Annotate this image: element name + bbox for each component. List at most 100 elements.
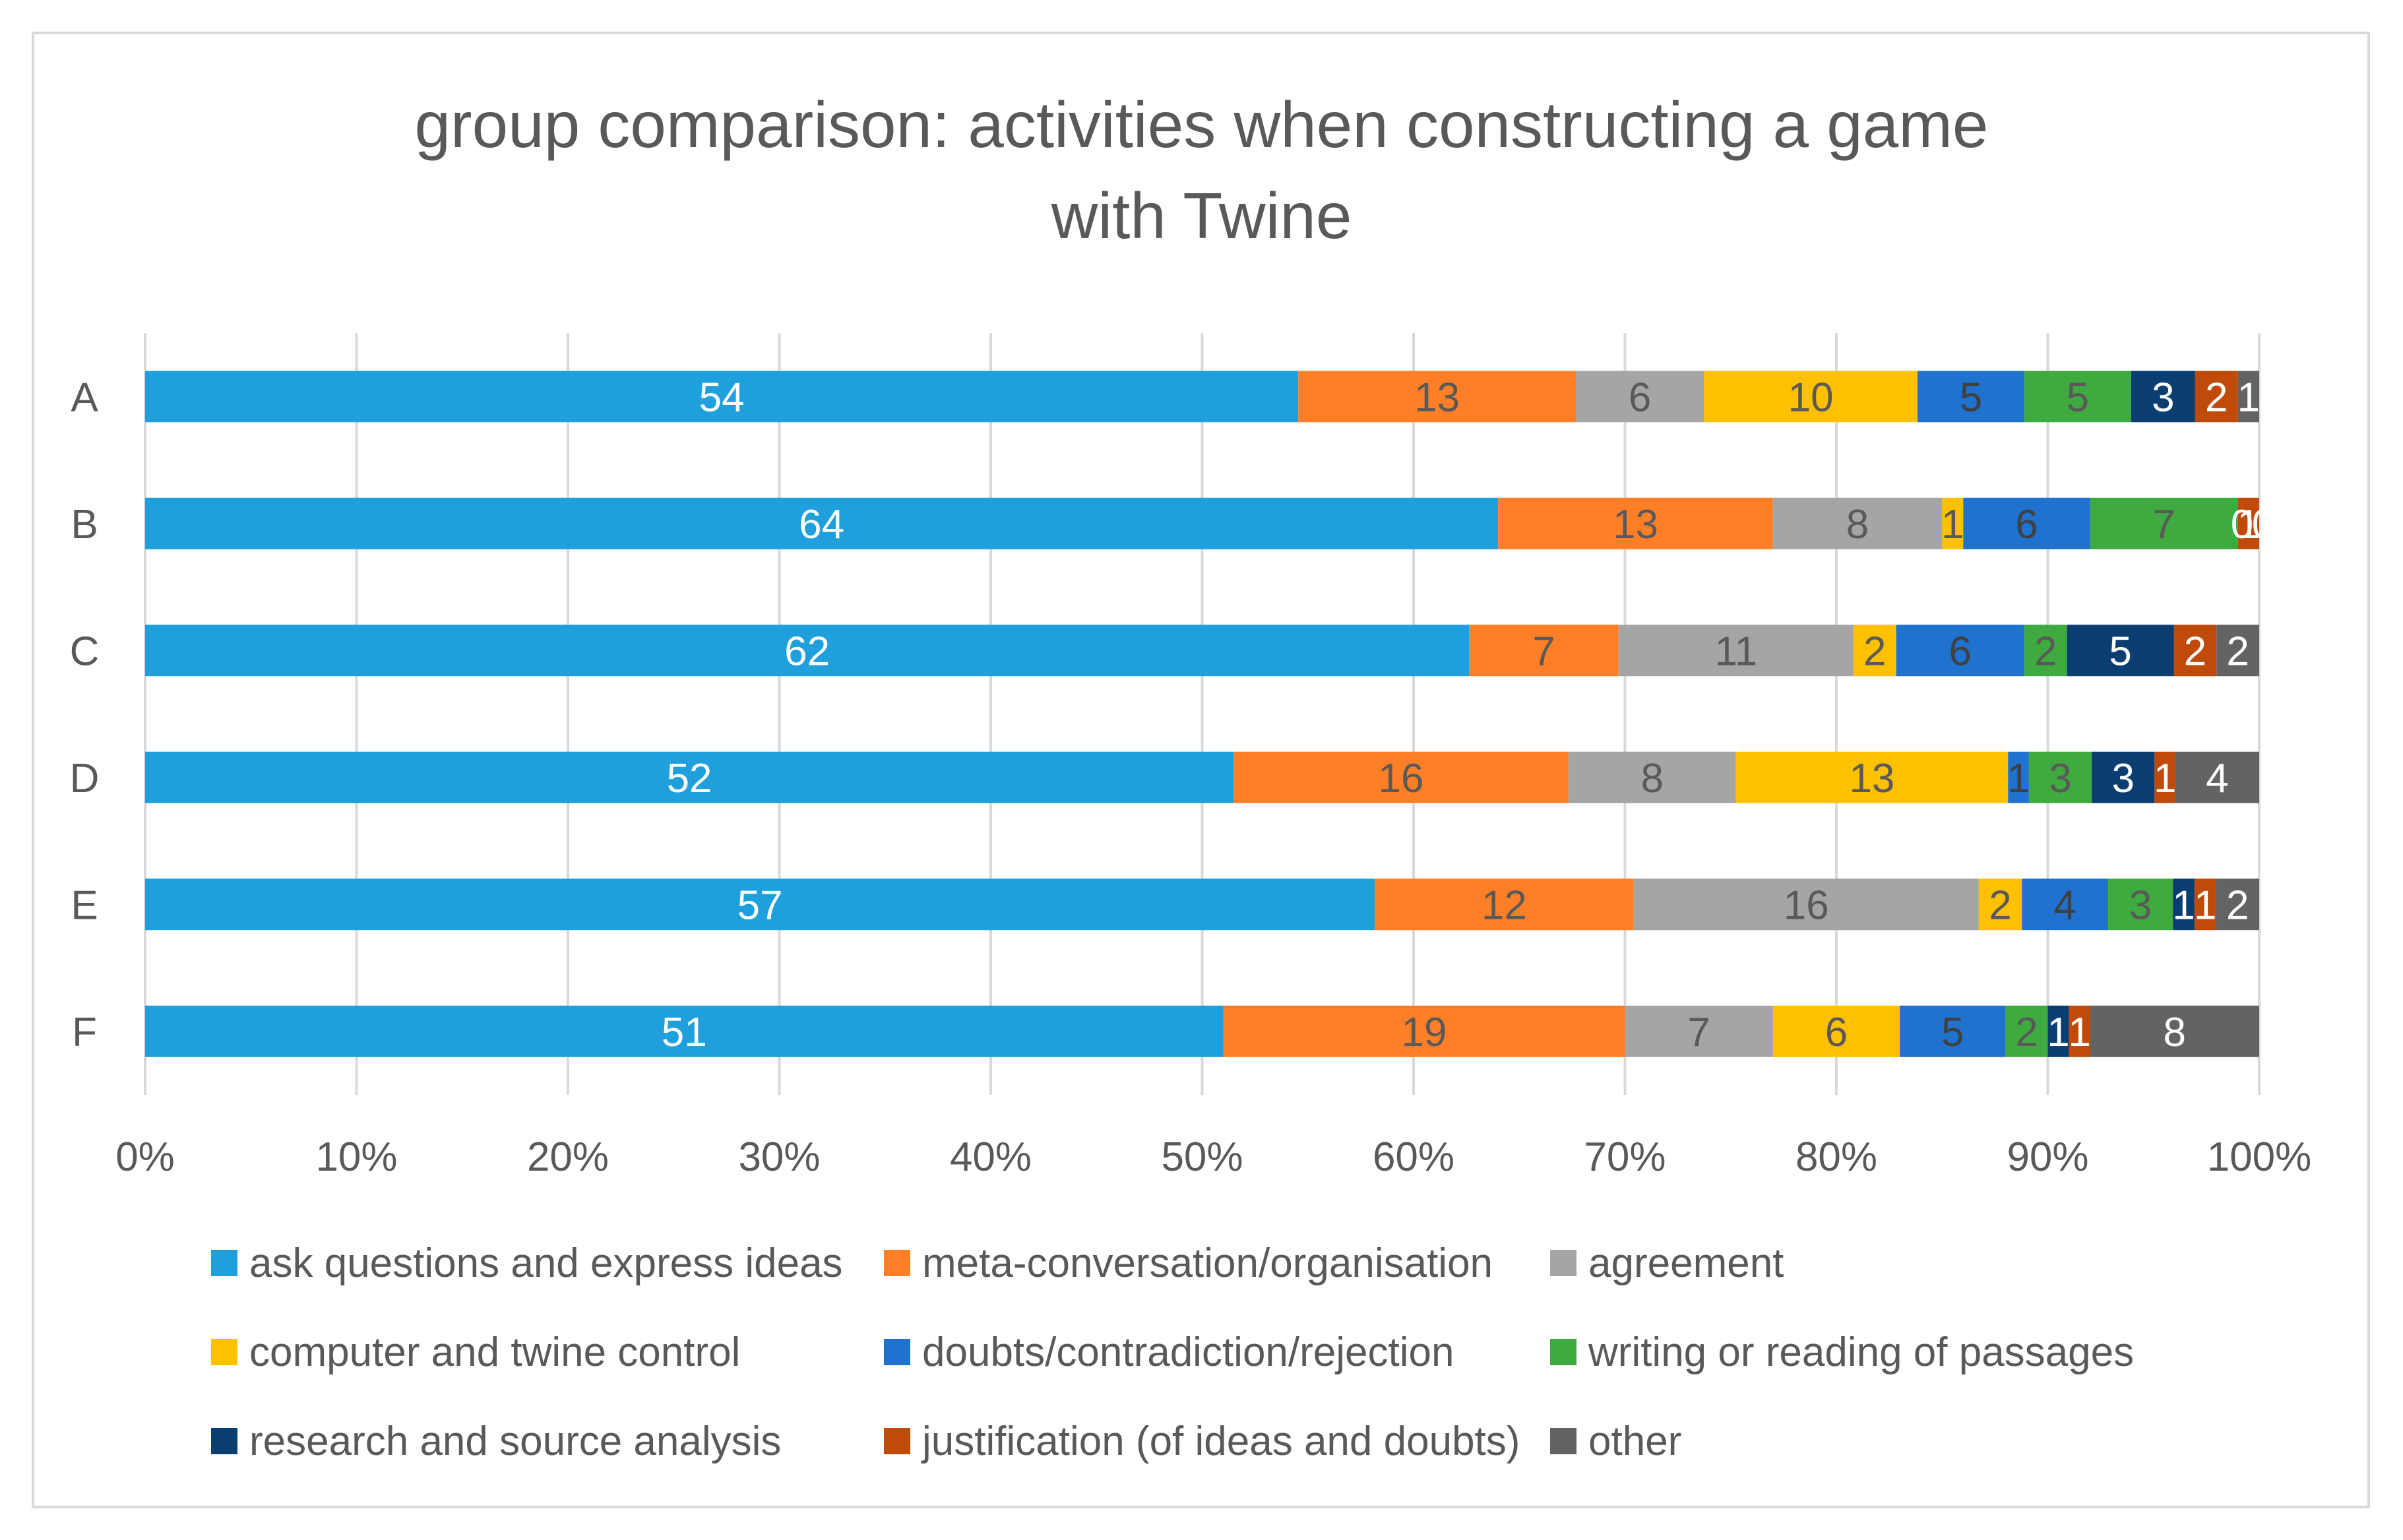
data-label: 12: [1482, 882, 1527, 928]
data-label: 11: [1715, 629, 1757, 674]
data-label: 2: [2226, 629, 2249, 674]
legend-swatch: [1550, 1339, 1576, 1365]
bar-segment: [1618, 625, 1854, 677]
bar-segment: [145, 751, 1234, 803]
legend-item: writing or reading of passages: [1550, 1329, 2134, 1375]
bar-segment: [2090, 497, 2238, 549]
data-label: 16: [1784, 882, 1829, 928]
data-label: 5: [2067, 375, 2089, 420]
chart-title: group comparison: activities when constr…: [0, 79, 2403, 261]
data-label: 1: [2194, 882, 2216, 928]
legend-label: other: [1588, 1418, 1682, 1464]
data-label: 7: [2153, 502, 2175, 547]
data-label: 8: [1846, 502, 1869, 547]
legend-swatch: [1550, 1428, 1576, 1454]
legend-swatch: [884, 1339, 910, 1365]
data-label: 6: [1629, 375, 1651, 420]
x-tick-label: 0%: [115, 1134, 175, 1180]
bar-segment: [2005, 1005, 2048, 1057]
data-label: 8: [1641, 756, 1664, 801]
legend-item: ask questions and express ideas: [211, 1240, 843, 1286]
data-label: 57: [737, 882, 783, 928]
data-label: 8: [2164, 1010, 2186, 1055]
bar-segment: [2175, 751, 2259, 803]
legend-label: computer and twine control: [249, 1329, 741, 1375]
bar-segment: [1918, 371, 2024, 423]
bar-segment: [1853, 625, 1896, 677]
data-label: 64: [799, 502, 844, 547]
legend-swatch: [211, 1339, 237, 1365]
data-label: 1: [1941, 502, 1964, 547]
bar-segment: [2195, 371, 2238, 423]
bar-segment: [1375, 878, 1634, 931]
x-tick-label: 50%: [1161, 1134, 1243, 1180]
bar-segment: [1633, 878, 1979, 931]
data-label: 3: [2111, 756, 2134, 801]
bar-segment: [2067, 625, 2174, 677]
data-label: 51: [662, 1010, 707, 1055]
category-label: B: [71, 502, 98, 547]
bar-segment: [2108, 878, 2173, 931]
legend-item: other: [1550, 1418, 1681, 1464]
category-label: D: [70, 756, 100, 801]
bar-segment: [1735, 751, 2009, 803]
data-label: 1: [2007, 756, 2030, 801]
data-label: 6: [1949, 629, 1972, 674]
legend-item: justification (of ideas and doubts): [884, 1418, 1520, 1464]
x-tick-label: 40%: [950, 1134, 1032, 1180]
bar-segment: [145, 371, 1299, 423]
bar-segment: [2194, 878, 2216, 931]
bar-segment: [1298, 371, 1576, 423]
x-tick-label: 90%: [2007, 1134, 2088, 1180]
data-label: 5: [1941, 1010, 1964, 1055]
bar-segment: [1978, 878, 2022, 931]
bar-segment: [2237, 371, 2259, 423]
legend-item: meta-conversation/organisation: [884, 1240, 1493, 1286]
x-tick-label: 30%: [738, 1134, 820, 1180]
data-label: 2: [2015, 1010, 2038, 1055]
x-tick-label: 60%: [1373, 1134, 1454, 1180]
bar-segment: [1896, 625, 2024, 677]
legend-item: agreement: [1550, 1240, 1784, 1286]
chart-title-line-2: with Twine: [1051, 179, 1352, 252]
legend-label: justification (of ideas and doubts): [922, 1418, 1520, 1464]
category-labels: A B C D E F: [70, 375, 100, 1055]
data-label: 2: [2034, 629, 2057, 674]
bar-segment: [2131, 371, 2195, 423]
bar-segment: [2154, 751, 2176, 803]
bar-segment: [145, 497, 1499, 549]
legend-label: research and source analysis: [249, 1418, 782, 1464]
legend-swatch: [884, 1250, 910, 1276]
x-tick-label: 70%: [1584, 1134, 1666, 1180]
bar-segment: [2069, 1005, 2090, 1057]
data-label: 2: [2226, 882, 2249, 928]
legend-swatch: [211, 1428, 237, 1454]
data-label: 4: [2053, 882, 2076, 928]
x-tick-label: 80%: [1795, 1134, 1877, 1180]
bar-segment: [2173, 625, 2217, 677]
data-label: 2: [2184, 629, 2206, 674]
bar-segment: [1498, 497, 1773, 549]
legend-label: agreement: [1588, 1240, 1784, 1286]
bar-segment: [1568, 751, 1736, 803]
data-label: 2: [2205, 375, 2228, 420]
category-label: A: [71, 375, 98, 420]
bar-segment: [1469, 625, 1619, 677]
bar-segment: [2028, 751, 2092, 803]
data-label: 13: [1849, 756, 1894, 801]
chart-title-line-1: group comparison: activities when constr…: [414, 88, 1989, 161]
bar-segment: [2216, 625, 2259, 677]
bar-segment: [1704, 371, 1918, 423]
bar-segment: [1625, 1005, 1773, 1057]
data-label: 2: [1989, 882, 2011, 928]
data-label: 1: [2237, 375, 2260, 420]
legend-swatch: [884, 1428, 910, 1454]
legend-item: computer and twine control: [211, 1329, 740, 1375]
data-label: 6: [1825, 1010, 1848, 1055]
data-label: 2: [1863, 629, 1886, 674]
category-label: E: [71, 882, 98, 928]
bar-segment: [145, 625, 1470, 677]
data-label: 0: [2252, 502, 2274, 547]
data-label: 3: [2049, 756, 2071, 801]
